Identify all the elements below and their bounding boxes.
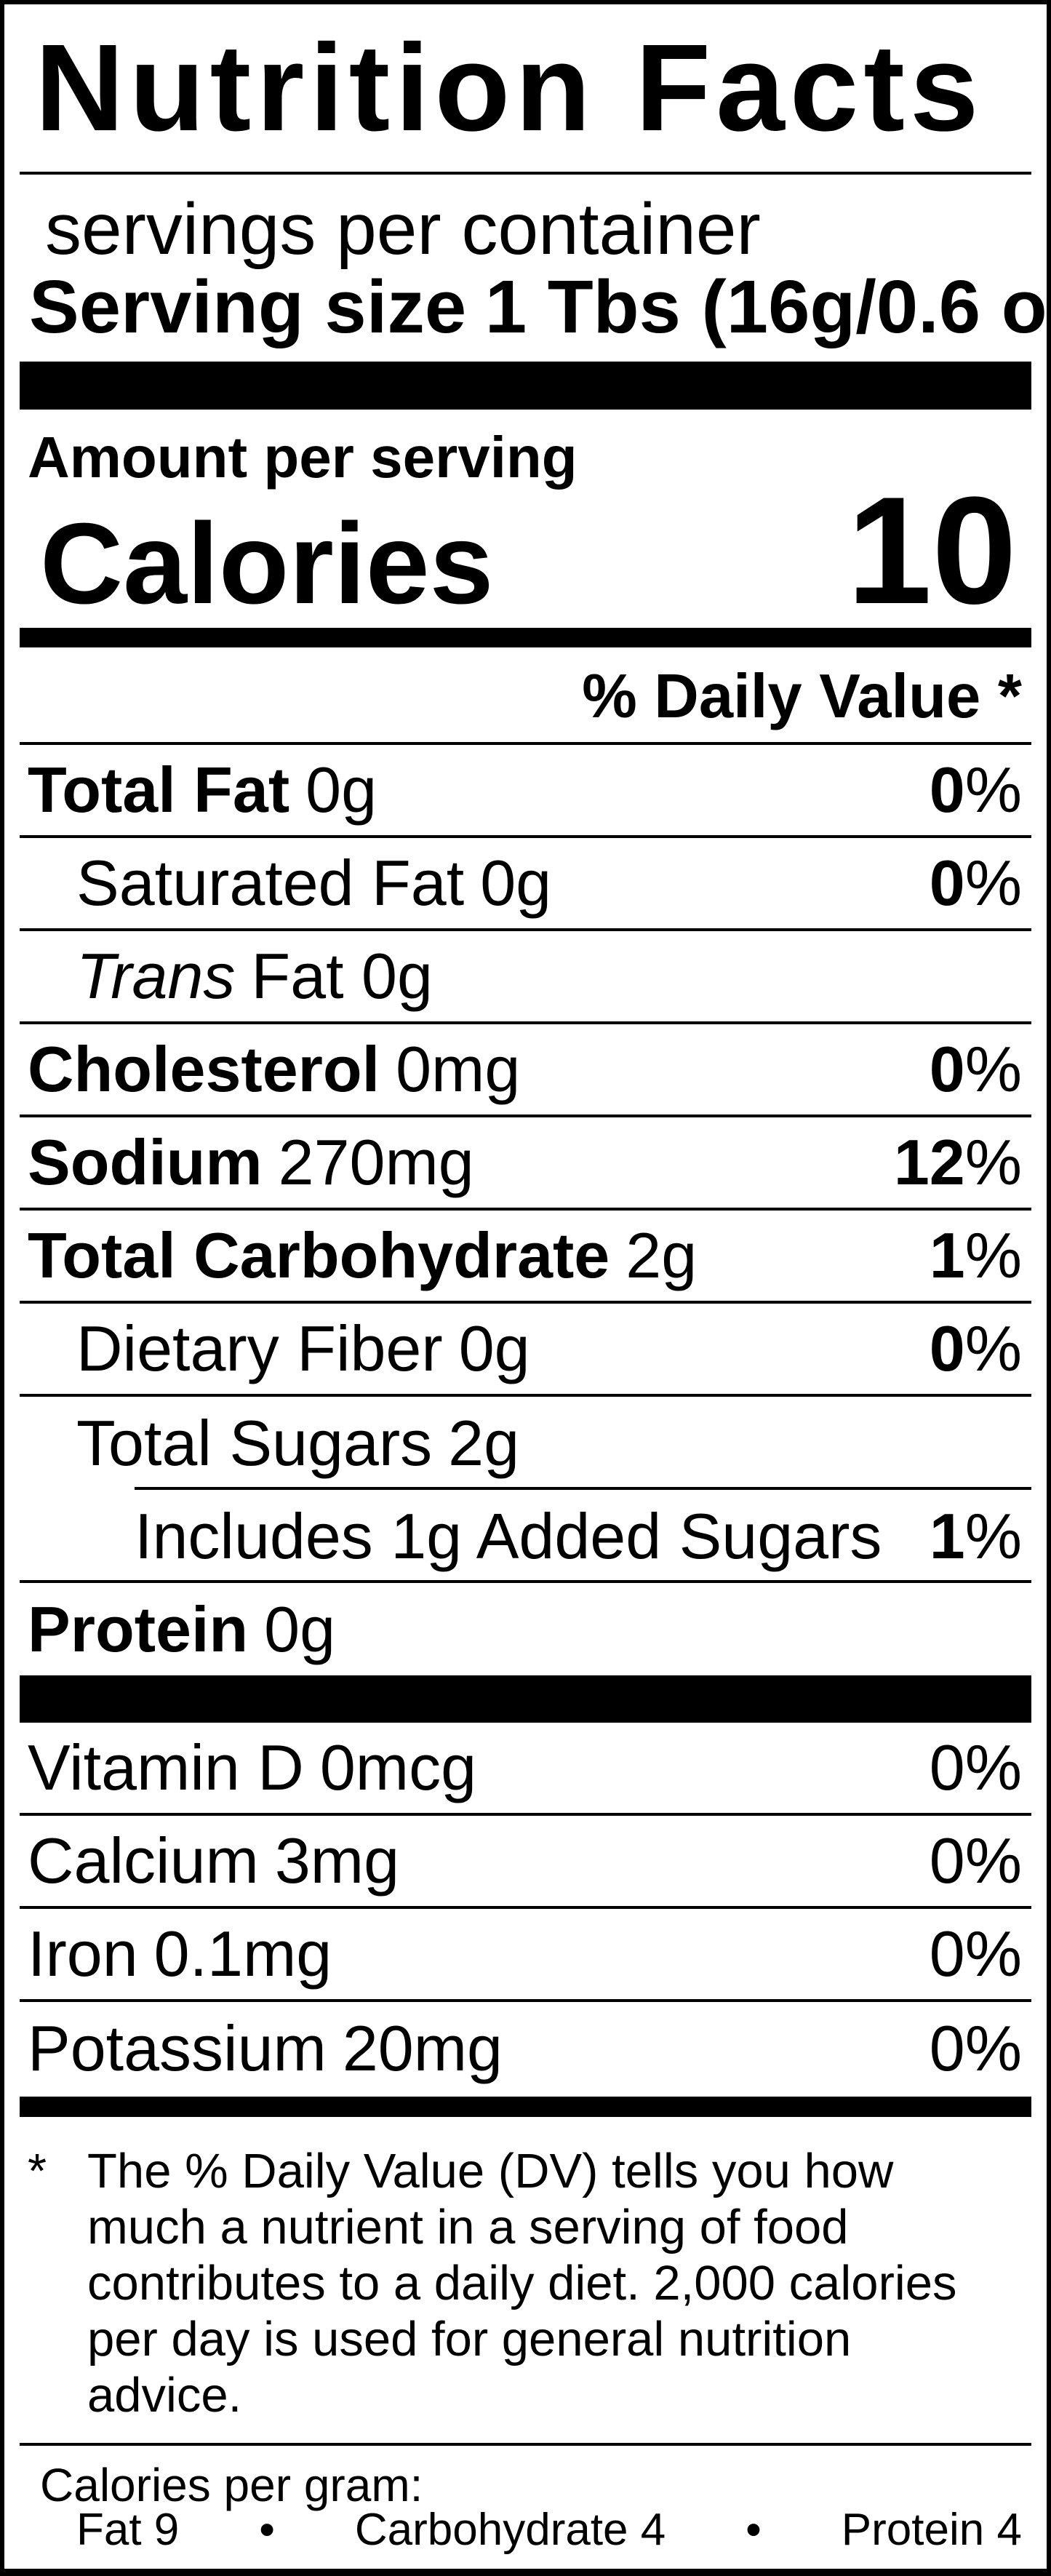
footnote: * The % Daily Value (DV) tells you how m… xyxy=(28,2143,975,2423)
nutrient-name: Dietary Fiber xyxy=(76,1312,443,1384)
daily-value-rule xyxy=(20,742,1031,745)
daily-value-percent: 0% xyxy=(929,1825,1022,1897)
nutrient-amount: 3mg xyxy=(274,1825,400,1897)
nutrient-amount: 270mg xyxy=(278,1126,474,1198)
percent-sign: % xyxy=(964,2012,1022,2084)
servings-per-container: servings per container xyxy=(45,188,761,270)
nutrient-name: Vitamin D xyxy=(28,1731,304,1803)
nutrient-amount: 0g xyxy=(264,1593,336,1665)
daily-value-percent: 0% xyxy=(929,1312,1022,1384)
calories-per-gram-values: Fat 9 • Carbohydrate 4 • Protein 4 xyxy=(76,2508,1022,2553)
label-title: Nutrition Facts xyxy=(35,19,984,157)
bullet-icon: • xyxy=(259,2505,275,2555)
nutrient-amount: 0mcg xyxy=(319,1731,477,1803)
title-rule xyxy=(20,172,1031,175)
footnote-asterisk: * xyxy=(28,2144,47,2198)
calories-value: 10 xyxy=(847,465,1017,636)
calories-separator xyxy=(20,628,1031,647)
border-top xyxy=(0,0,1051,4)
vitamin-row-iron: Iron 0.1mg 0% xyxy=(20,1909,1031,2002)
nutrient-name: Total Fat xyxy=(28,754,290,826)
daily-value-percent: 1% xyxy=(929,1500,1022,1572)
nutrient-row-added-sugars: Includes 1g Added Sugars 1% xyxy=(20,1490,1031,1583)
daily-value-percent: 0% xyxy=(929,847,1022,919)
nutrient-row-dietary-fiber: Dietary Fiber 0g 0% xyxy=(20,1304,1031,1397)
nutrient-row-sodium: Sodium 270mg 12% xyxy=(20,1117,1031,1211)
percent-sign: % xyxy=(964,1126,1022,1198)
percent-sign: % xyxy=(964,1312,1022,1384)
percent-sign: % xyxy=(964,1825,1022,1897)
cpg-fat: Fat 9 xyxy=(76,2505,180,2555)
nutrient-row-saturated-fat: Saturated Fat 0g 0% xyxy=(20,838,1031,931)
vitamin-row-calcium: Calcium 3mg 0% xyxy=(20,1816,1031,1909)
calories-per-gram-label: Calories per gram: xyxy=(40,2459,423,2511)
nutrient-name: Protein xyxy=(28,1593,249,1665)
nutrient-amount: 0g xyxy=(480,847,552,919)
border-bottom xyxy=(0,2569,1051,2576)
added-sugars-bottom-rule xyxy=(20,1580,1031,1583)
bullet-icon: • xyxy=(746,2505,762,2555)
percent-sign: % xyxy=(964,1500,1022,1572)
nutrient-name: Potassium xyxy=(28,2012,327,2084)
nutrient-name: Sodium xyxy=(28,1126,263,1198)
nutrient-name: Cholesterol xyxy=(28,1033,380,1105)
nutrient-name: Calcium xyxy=(28,1825,259,1897)
amount-per-serving: Amount per serving xyxy=(28,425,578,490)
vitamin-row-vitamin-d: Vitamin D 0mcg 0% xyxy=(20,1723,1031,1816)
daily-value-percent: 1% xyxy=(929,1219,1022,1291)
nutrient-amount: Fat 0g xyxy=(251,940,433,1012)
vitamin-row-potassium: Potassium 20mg 0% xyxy=(20,2002,1031,2095)
nutrient-row-total-sugars: Total Sugars 2g xyxy=(20,1397,1031,1490)
nutrient-row-total-carbohydrate: Total Carbohydrate 2g 1% xyxy=(20,1211,1031,1304)
nutrient-amount: 20mg xyxy=(342,2012,503,2084)
nutrient-name: Iron xyxy=(28,1918,138,1990)
daily-value-percent: 0% xyxy=(929,2012,1022,2084)
nutrient-name: Includes 1g Added Sugars xyxy=(135,1500,882,1572)
daily-value-header: % Daily Value * xyxy=(582,662,1022,731)
daily-value-percent: 0% xyxy=(929,1731,1022,1803)
thick-separator-top xyxy=(20,362,1031,410)
percent-sign: % xyxy=(964,1918,1022,1990)
added-sugars-rule xyxy=(135,1487,1031,1490)
nutrient-name: Total Sugars xyxy=(76,1407,433,1479)
thick-separator-middle xyxy=(20,1675,1031,1723)
nutrient-name: Trans xyxy=(76,940,236,1012)
daily-value-percent: 0% xyxy=(929,1033,1022,1105)
nutrient-amount: 0mg xyxy=(396,1033,521,1105)
border-right xyxy=(1047,0,1051,2576)
footnote-rule xyxy=(20,2443,1031,2446)
nutrient-amount: 0g xyxy=(305,754,377,826)
serving-size: Serving size 1 Tbs (16g/0.6 oz) xyxy=(29,269,1051,344)
thick-separator-bottom xyxy=(20,2097,1031,2117)
percent-sign: % xyxy=(964,1731,1022,1803)
border-left xyxy=(0,0,4,2576)
nutrient-amount: 2g xyxy=(626,1219,698,1291)
nutrient-row-cholesterol: Cholesterol 0mg 0% xyxy=(20,1024,1031,1117)
serving-size-label: Serving size xyxy=(29,265,467,348)
cpg-carbohydrate: Carbohydrate 4 xyxy=(354,2505,666,2555)
footnote-text: The % Daily Value (DV) tells you how muc… xyxy=(87,2144,957,2423)
nutrient-amount: 0.1mg xyxy=(153,1918,332,1990)
percent-sign: % xyxy=(964,847,1022,919)
daily-value-percent: 0% xyxy=(929,1918,1022,1990)
calories-label: Calories xyxy=(40,500,494,628)
nutrient-row-total-fat: Total Fat 0g 0% xyxy=(20,745,1031,838)
cpg-protein: Protein 4 xyxy=(841,2505,1022,2555)
nutrient-amount: 2g xyxy=(448,1407,520,1479)
nutrient-amount: 0g xyxy=(458,1312,530,1384)
percent-sign: % xyxy=(964,1033,1022,1105)
nutrient-name: Total Carbohydrate xyxy=(28,1219,610,1291)
nutrient-row-protein: Protein 0g xyxy=(20,1583,1031,1676)
percent-sign: % xyxy=(964,1219,1022,1291)
nutrient-name: Saturated Fat xyxy=(76,847,465,919)
daily-value-percent: 0% xyxy=(929,754,1022,826)
serving-size-value: 1 Tbs (16g/0.6 oz) xyxy=(484,265,1051,348)
daily-value-percent: 12% xyxy=(893,1126,1022,1198)
percent-sign: % xyxy=(964,754,1022,826)
nutrient-row-trans-fat: Trans Fat 0g xyxy=(20,931,1031,1024)
